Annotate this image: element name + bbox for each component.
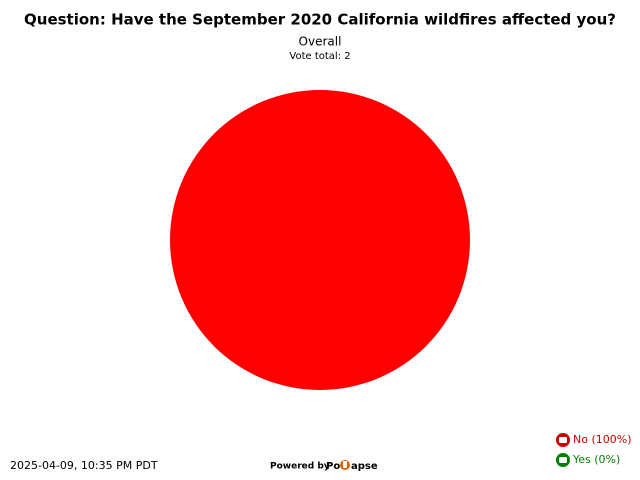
legend: No (100%) Yes (0%): [556, 433, 632, 467]
timestamp: 2025-04-09, 10:35 PM PDT: [10, 459, 158, 472]
legend-icon-thumb: [559, 437, 567, 443]
brand-end: apse: [351, 461, 378, 472]
pie: [170, 90, 470, 390]
legend-label: No (100%): [573, 433, 632, 446]
brand-start: Po: [326, 461, 340, 472]
chart-title: Question: Have the September 2020 Califo…: [24, 11, 616, 29]
brand-icon: [340, 460, 350, 470]
vote-total: Vote total: 2: [289, 51, 350, 62]
legend-icon-thumb: [559, 457, 567, 463]
chart-subtitle: Overall: [299, 35, 342, 49]
pie-slice: [170, 90, 470, 390]
powered-by: Powered by: [270, 462, 330, 472]
brand-icon-bar: [343, 461, 347, 468]
legend-label: Yes (0%): [572, 453, 620, 466]
